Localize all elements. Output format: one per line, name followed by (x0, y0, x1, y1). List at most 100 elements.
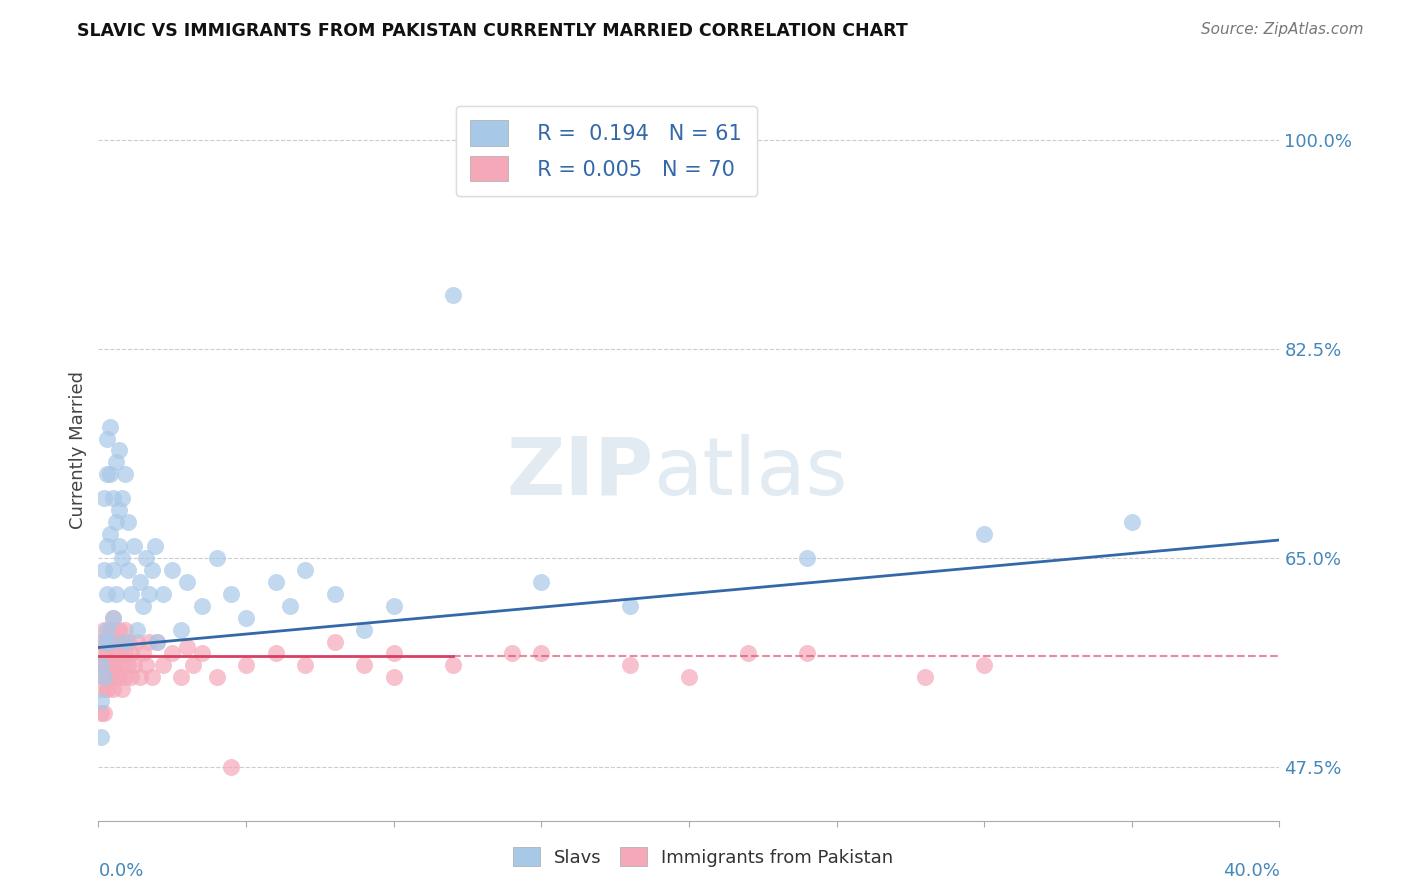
Point (114, 647, 136, 661)
Point (93, 658, 115, 673)
Point (162, 647, 183, 661)
Point (103, 610, 125, 624)
Point (973, 658, 995, 673)
Point (98, 670, 121, 684)
Point (382, 647, 405, 661)
Y-axis label: Currently Married: Currently Married (69, 371, 87, 530)
Point (122, 658, 145, 673)
Point (170, 623, 193, 637)
Point (105, 658, 128, 673)
Point (90, 706, 112, 721)
Point (93, 634, 115, 648)
Point (205, 670, 228, 684)
Point (181, 658, 204, 673)
Point (678, 670, 700, 684)
Text: 0.0%: 0.0% (98, 863, 143, 880)
Point (111, 658, 134, 673)
Point (111, 634, 134, 648)
Point (105, 670, 128, 684)
Point (93, 563, 115, 577)
Point (96, 587, 118, 601)
Point (108, 443, 131, 458)
Point (125, 634, 148, 648)
Point (117, 658, 139, 673)
Point (90, 682, 112, 697)
Point (120, 670, 142, 684)
Point (141, 563, 163, 577)
Point (191, 647, 214, 661)
Point (114, 623, 136, 637)
Point (221, 760, 243, 774)
Point (120, 647, 142, 661)
Point (737, 647, 759, 661)
Point (382, 670, 405, 684)
Point (103, 563, 125, 577)
Point (1121, 515, 1143, 529)
Point (382, 599, 405, 613)
Point (93, 670, 115, 684)
Point (90, 658, 112, 673)
Point (114, 467, 136, 482)
Point (96, 539, 118, 553)
Point (105, 455, 128, 469)
Text: atlas: atlas (654, 434, 848, 512)
Point (141, 670, 163, 684)
Point (146, 634, 169, 648)
Point (973, 527, 995, 541)
Point (530, 574, 553, 589)
Point (128, 670, 150, 684)
Point (146, 634, 169, 648)
Point (93, 647, 115, 661)
Point (108, 623, 131, 637)
Point (96, 682, 118, 697)
Point (152, 658, 174, 673)
Text: Source: ZipAtlas.com: Source: ZipAtlas.com (1201, 22, 1364, 37)
Point (93, 491, 115, 506)
Point (98, 623, 121, 637)
Point (108, 503, 131, 517)
Point (176, 574, 198, 589)
Point (323, 634, 346, 648)
Point (105, 634, 128, 648)
Point (111, 491, 134, 506)
Point (96, 634, 118, 648)
Point (221, 587, 243, 601)
Text: SLAVIC VS IMMIGRANTS FROM PAKISTAN CURRENTLY MARRIED CORRELATION CHART: SLAVIC VS IMMIGRANTS FROM PAKISTAN CURRE… (77, 22, 908, 40)
Point (96, 623, 118, 637)
Point (103, 658, 125, 673)
Point (98, 634, 121, 648)
Point (796, 550, 818, 565)
Point (105, 587, 128, 601)
Point (96, 467, 118, 482)
Point (138, 634, 160, 648)
Point (108, 539, 131, 553)
Point (90, 634, 112, 648)
Point (96, 682, 118, 697)
Point (162, 563, 183, 577)
Point (117, 634, 139, 648)
Point (323, 587, 346, 601)
Point (103, 682, 125, 697)
Point (530, 647, 553, 661)
Text: ZIP: ZIP (506, 434, 654, 512)
Point (205, 550, 228, 565)
Point (170, 670, 193, 684)
Point (103, 491, 125, 506)
Legend:   R =  0.194   N = 61,   R = 0.005   N = 70: R = 0.194 N = 61, R = 0.005 N = 70 (456, 105, 756, 196)
Point (98, 419, 121, 434)
Point (132, 647, 155, 661)
Point (294, 658, 316, 673)
Point (264, 647, 287, 661)
Point (235, 658, 257, 673)
Point (96, 647, 118, 661)
Point (138, 587, 160, 601)
Point (501, 647, 523, 661)
Point (103, 647, 125, 661)
Point (96, 432, 118, 446)
Point (111, 682, 134, 697)
Point (98, 658, 121, 673)
Point (441, 658, 464, 673)
Point (98, 527, 121, 541)
Point (90, 658, 112, 673)
Point (235, 610, 257, 624)
